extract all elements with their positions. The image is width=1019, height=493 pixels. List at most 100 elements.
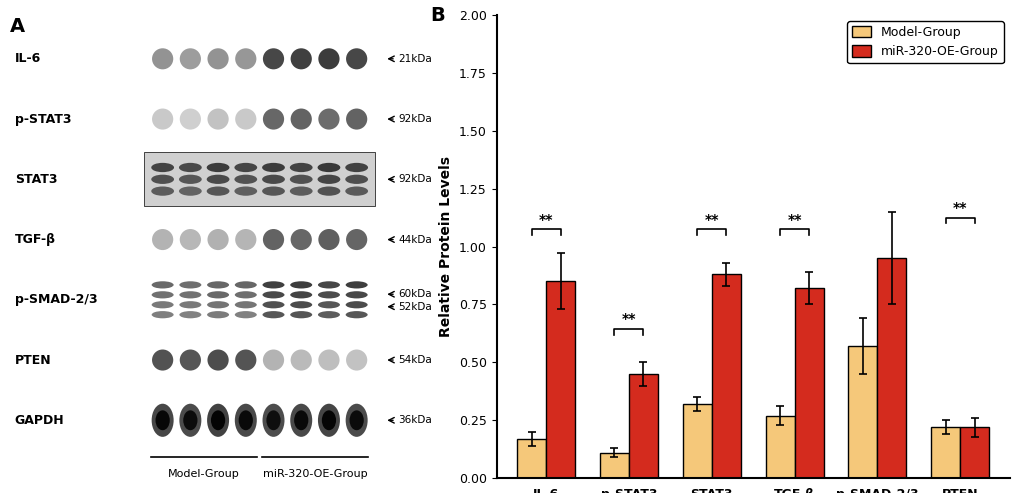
Bar — [599, 453, 629, 478]
Ellipse shape — [151, 175, 174, 184]
Ellipse shape — [345, 48, 367, 70]
Ellipse shape — [234, 301, 257, 309]
Ellipse shape — [262, 175, 284, 184]
Ellipse shape — [152, 108, 173, 130]
Bar — [848, 346, 876, 478]
Ellipse shape — [290, 282, 312, 288]
Ellipse shape — [262, 404, 284, 437]
Text: 44kDa: 44kDa — [397, 235, 432, 245]
Ellipse shape — [290, 229, 312, 250]
Ellipse shape — [317, 175, 340, 184]
Text: p-STAT3: p-STAT3 — [15, 112, 71, 126]
Bar — [930, 427, 959, 478]
Ellipse shape — [345, 186, 368, 196]
Text: STAT3: STAT3 — [15, 173, 57, 186]
Bar — [682, 404, 711, 478]
Ellipse shape — [263, 350, 284, 371]
Text: A: A — [10, 17, 25, 36]
Ellipse shape — [234, 282, 257, 288]
Text: B: B — [429, 5, 444, 25]
Ellipse shape — [345, 163, 368, 172]
Ellipse shape — [235, 229, 256, 250]
Ellipse shape — [317, 163, 340, 172]
Ellipse shape — [318, 108, 339, 130]
Ellipse shape — [345, 229, 367, 250]
Ellipse shape — [179, 311, 201, 318]
Ellipse shape — [293, 410, 308, 430]
Ellipse shape — [234, 175, 257, 184]
Ellipse shape — [290, 404, 312, 437]
Ellipse shape — [350, 410, 364, 430]
Ellipse shape — [289, 175, 312, 184]
Text: 54kDa: 54kDa — [397, 355, 432, 365]
Ellipse shape — [179, 48, 201, 70]
Ellipse shape — [152, 282, 173, 288]
Bar — [629, 374, 657, 478]
Ellipse shape — [152, 350, 173, 371]
Ellipse shape — [262, 163, 284, 172]
Ellipse shape — [290, 291, 312, 298]
Y-axis label: Relative Protein Levels: Relative Protein Levels — [439, 156, 452, 337]
Ellipse shape — [207, 282, 229, 288]
Text: 52kDa: 52kDa — [397, 302, 432, 312]
Ellipse shape — [207, 350, 228, 371]
Text: p-SMAD-2/3: p-SMAD-2/3 — [15, 293, 98, 306]
Text: **: ** — [704, 213, 718, 227]
Ellipse shape — [155, 410, 169, 430]
Ellipse shape — [345, 311, 367, 318]
Ellipse shape — [318, 404, 339, 437]
Text: PTEN: PTEN — [15, 353, 51, 366]
Bar — [765, 416, 794, 478]
Bar — [876, 258, 906, 478]
Text: 36kDa: 36kDa — [397, 415, 432, 425]
Ellipse shape — [207, 186, 229, 196]
Ellipse shape — [263, 108, 284, 130]
Text: **: ** — [538, 213, 553, 227]
Ellipse shape — [262, 311, 284, 318]
Ellipse shape — [318, 301, 339, 309]
Ellipse shape — [262, 186, 284, 196]
Ellipse shape — [345, 350, 367, 371]
Ellipse shape — [345, 291, 367, 298]
Ellipse shape — [262, 291, 284, 298]
Ellipse shape — [179, 404, 201, 437]
Bar — [545, 281, 575, 478]
Ellipse shape — [263, 229, 284, 250]
Text: GAPDH: GAPDH — [15, 414, 64, 427]
Ellipse shape — [290, 311, 312, 318]
Text: **: ** — [869, 28, 883, 41]
Ellipse shape — [234, 186, 257, 196]
Ellipse shape — [152, 291, 173, 298]
Ellipse shape — [318, 48, 339, 70]
Ellipse shape — [183, 410, 198, 430]
Ellipse shape — [318, 291, 339, 298]
Ellipse shape — [207, 301, 229, 309]
Text: IL-6: IL-6 — [15, 52, 41, 65]
Text: 92kDa: 92kDa — [397, 114, 432, 124]
Ellipse shape — [234, 163, 257, 172]
Ellipse shape — [317, 186, 340, 196]
Ellipse shape — [318, 229, 339, 250]
Ellipse shape — [235, 108, 256, 130]
Ellipse shape — [266, 410, 280, 430]
Ellipse shape — [318, 282, 339, 288]
Ellipse shape — [178, 186, 202, 196]
Ellipse shape — [290, 48, 312, 70]
Ellipse shape — [151, 186, 174, 196]
Ellipse shape — [290, 301, 312, 309]
Bar — [144, 152, 375, 207]
Ellipse shape — [207, 229, 228, 250]
Text: **: ** — [622, 313, 636, 326]
Text: miR-320-OE-Group: miR-320-OE-Group — [263, 469, 367, 479]
Bar — [959, 427, 988, 478]
Ellipse shape — [263, 48, 284, 70]
Ellipse shape — [345, 301, 367, 309]
Text: **: ** — [952, 201, 966, 215]
Ellipse shape — [178, 163, 202, 172]
Text: 21kDa: 21kDa — [397, 54, 432, 64]
Ellipse shape — [345, 108, 367, 130]
Bar — [794, 288, 822, 478]
Text: **: ** — [787, 213, 801, 227]
Ellipse shape — [207, 311, 229, 318]
Ellipse shape — [238, 410, 253, 430]
